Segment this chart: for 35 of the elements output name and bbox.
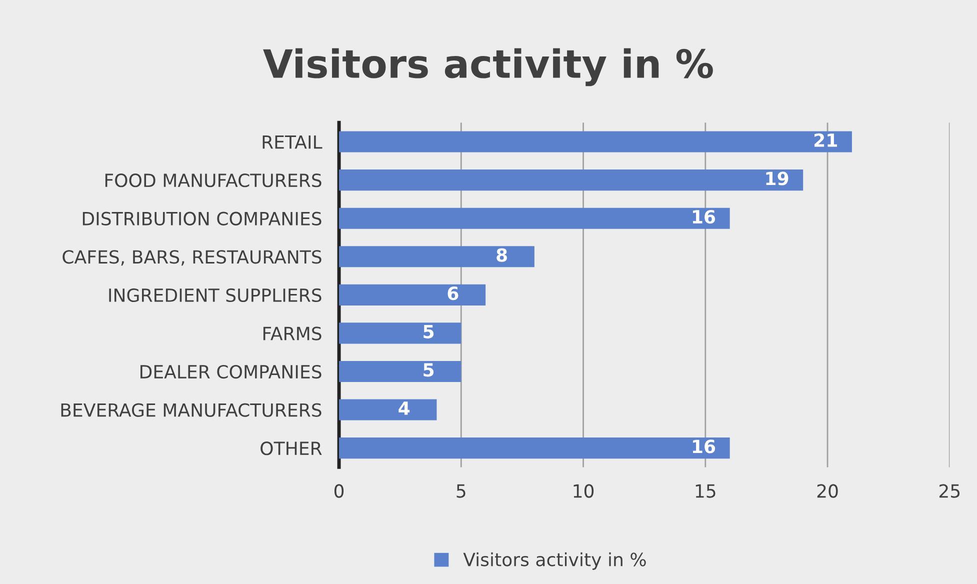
y-tick-label: CAFES, BARS, RESTAURANTS [62, 250, 322, 266]
y-tick-label: FARMS [263, 326, 322, 340]
bar [339, 322, 462, 344]
data-label: 16 [692, 440, 716, 454]
data-label: 21 [814, 133, 837, 147]
x-tick-label: 5 [456, 484, 466, 498]
y-tick-label: DISTRIBUTION COMPANIES [82, 212, 322, 226]
bar [339, 438, 730, 459]
bar [339, 246, 534, 268]
y-tick-label: BEVERAGE MANUFACTURERS [61, 403, 322, 417]
x-tick-label: 20 [817, 484, 838, 498]
data-label: 6 [448, 286, 458, 300]
y-tick-label: INGREDIENT SUPPLIERS [109, 288, 322, 302]
x-tick-label: 25 [939, 484, 960, 498]
y-tick-label: OTHER [260, 442, 322, 456]
bar [339, 170, 804, 191]
y-tick-label: DEALER COMPANIES [140, 364, 322, 379]
bar [339, 131, 852, 152]
data-label: 5 [424, 325, 434, 338]
chart-title: Visitors activity in % [263, 48, 713, 86]
data-label: 4 [398, 402, 410, 415]
x-tick-label: 15 [696, 484, 716, 498]
data-label: 19 [766, 172, 788, 186]
data-label: 8 [496, 248, 507, 262]
bar [339, 284, 486, 306]
y-tick-label: FOOD MANUFACTURERS [105, 174, 322, 188]
bar [339, 399, 437, 420]
x-tick-label: 0 [334, 484, 344, 498]
data-label: 5 [424, 363, 434, 377]
x-tick-label: 10 [574, 484, 594, 498]
legend-label: Visitors activity in % [463, 552, 646, 570]
y-tick-label: RETAIL [262, 135, 322, 149]
bar [339, 360, 462, 382]
data-label: 16 [692, 210, 716, 224]
bar [339, 208, 730, 229]
